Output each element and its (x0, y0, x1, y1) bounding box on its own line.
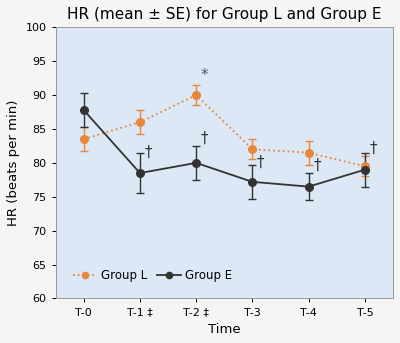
Y-axis label: HR (beats per min): HR (beats per min) (7, 100, 20, 226)
Text: †: † (313, 158, 321, 173)
Text: *: * (201, 68, 208, 83)
Title: HR (mean ± SE) for Group L and Group E: HR (mean ± SE) for Group L and Group E (67, 7, 382, 22)
Text: †: † (370, 141, 377, 156)
Text: †: † (201, 131, 208, 146)
Legend: Group L, Group E: Group L, Group E (68, 265, 237, 287)
Text: †: † (144, 144, 152, 159)
X-axis label: Time: Time (208, 323, 241, 336)
Text: †: † (257, 155, 264, 170)
